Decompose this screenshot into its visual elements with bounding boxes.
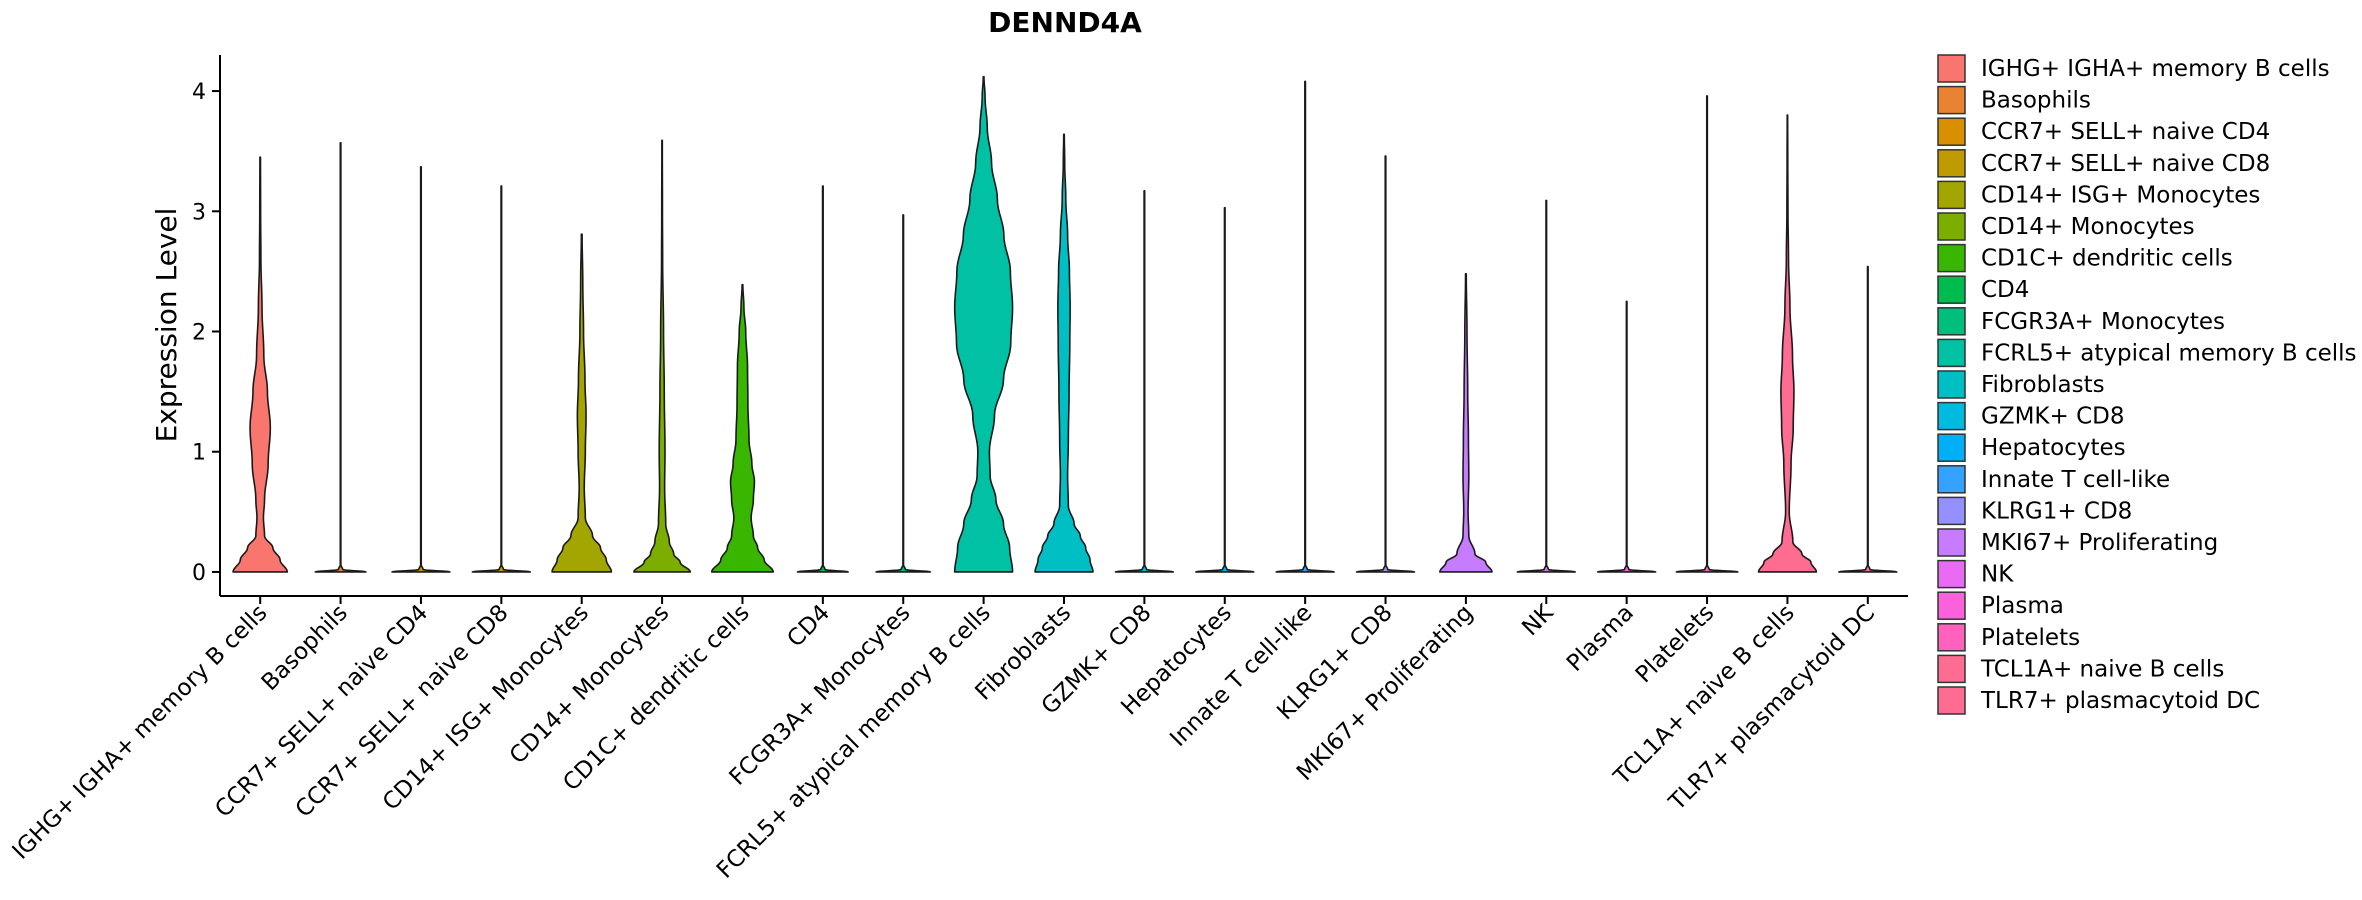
chart-title: DENND4A [988, 6, 1142, 39]
legend-swatch-plasma [1937, 591, 1966, 620]
legend-label-gzmk-cd8: GZMK+ CD8 [1981, 404, 2125, 430]
legend-swatch-cd14-monocytes [1937, 212, 1966, 241]
legend-label-tcl1a-naive-b-cells: TCL1A+ naive B cells [1980, 656, 2224, 682]
axes-layer: 0 1 2 3 4 [192, 55, 1908, 604]
legend-swatch-cd1c-dendritic-cells [1937, 243, 1966, 273]
legend-swatch-fibroblasts [1937, 370, 1966, 399]
legend-swatch-fcgr3a-monocytes [1937, 307, 1966, 336]
x-tick-label-cd4: CD4 [782, 600, 835, 653]
y-tick-label: 2 [192, 321, 206, 346]
legend-swatch-mki67-proliferating [1937, 528, 1966, 557]
legend-swatch-innate-t-cell-like [1937, 465, 1966, 494]
legend-label-cd1c-dendritic-cells: CD1C+ dendritic cells [1981, 246, 2233, 272]
violin-cd4 [796, 185, 849, 573]
legend-label-ighg-igha-memory-b-cells: IGHG+ IGHA+ memory B cells [1981, 56, 2330, 82]
violin-platelets [1675, 95, 1739, 573]
violin-gzmk-cd8 [1114, 190, 1175, 573]
x-tick-labels: IGHG+ IGHA+ memory B cellsBasophilsCCR7+… [8, 599, 1880, 884]
y-tick-label: 4 [192, 80, 206, 105]
legend-swatch-klrg1-cd8 [1937, 496, 1966, 526]
legend-label-fcrl5-atypical-memory-b-cells: FCRL5+ atypical memory B cells [1981, 340, 2357, 366]
legend-swatch-nk [1937, 559, 1966, 589]
violin-tcl1a-naive-b-cells [1757, 114, 1818, 573]
y-tick-label: 3 [192, 200, 206, 225]
violin-nk [1516, 199, 1577, 573]
legend-label-basophils: Basophils [1981, 88, 2091, 114]
legend-label-mki67-proliferating: MKI67+ Proliferating [1981, 530, 2218, 556]
legend-swatch-basophils [1937, 85, 1966, 115]
violin-cd1c-dendritic-cells [710, 283, 775, 573]
legend-swatch-gzmk-cd8 [1937, 401, 1966, 431]
violin-fibroblasts [1034, 133, 1094, 573]
violin-ccr7-sell-naive-cd8 [471, 185, 532, 573]
violin-fcrl5-atypical-memory-b-cells [953, 75, 1014, 573]
legend-label-ccr7-sell-naive-cd8: CCR7+ SELL+ naive CD8 [1981, 151, 2270, 177]
legend-swatch-ccr7-sell-naive-cd4 [1937, 117, 1966, 146]
legend-label-klrg1-cd8: KLRG1+ CD8 [1981, 498, 2132, 524]
legend-label-nk: NK [1981, 562, 2014, 588]
x-tick-label-innate-t-cell-like: Innate T cell-like [1165, 600, 1317, 752]
violin-plasma [1596, 300, 1657, 573]
legend-label-cd14-isg-monocytes: CD14+ ISG+ Monocytes [1981, 182, 2260, 208]
violin-klrg1-cd8 [1355, 155, 1416, 573]
violin-ccr7-sell-naive-cd4 [391, 166, 451, 573]
legend-swatch-ccr7-sell-naive-cd8 [1937, 149, 1966, 178]
x-tick-label-ighg-igha-memory-b-cells: IGHG+ IGHA+ memory B cells [8, 600, 273, 865]
legend-swatch-tlr7-plasmacytoid-dc [1937, 686, 1966, 715]
legend-swatch-cd14-isg-monocytes [1937, 180, 1966, 210]
violin-tlr7-plasmacytoid-dc [1838, 265, 1898, 573]
legend-label-fibroblasts: Fibroblasts [1981, 372, 2105, 398]
legend-swatch-ighg-igha-memory-b-cells [1937, 54, 1966, 83]
legend-label-tlr7-plasmacytoid-dc: TLR7+ plasmacytoid DC [1980, 688, 2260, 714]
x-tick-label-nk: NK [1517, 599, 1559, 641]
violin-hepatocytes [1195, 206, 1255, 573]
violin-fcgr3a-monocytes [875, 214, 932, 573]
legend-label-platelets: Platelets [1981, 625, 2080, 651]
violin-ighg-igha-memory-b-cells [232, 156, 289, 573]
legend-label-plasma: Plasma [1981, 593, 2064, 619]
y-tick-label: 1 [192, 441, 206, 466]
legend: IGHG+ IGHA+ memory B cells Basophils CCR7+… [1937, 54, 2357, 715]
y-axis-title: Expression Level [150, 208, 183, 443]
y-tick-label: 0 [192, 561, 206, 586]
x-tick-label-plasma: Plasma [1562, 600, 1639, 677]
violin-innate-t-cell-like [1275, 80, 1335, 573]
violin-basophils [314, 141, 367, 573]
x-tick-label-cd14-monocytes: CD14+ Monocytes [505, 600, 674, 769]
violin-cd14-monocytes [633, 139, 692, 573]
legend-swatch-fcrl5-atypical-memory-b-cells [1937, 338, 1966, 368]
legend-label-innate-t-cell-like: Innate T cell-like [1981, 467, 2170, 493]
violin-cd14-isg-monocytes [551, 233, 613, 573]
violin-mki67-proliferating [1439, 273, 1493, 573]
legend-label-fcgr3a-monocytes: FCGR3A+ Monocytes [1981, 309, 2225, 335]
violins-layer [232, 75, 1898, 573]
legend-swatch-cd4 [1937, 275, 1966, 304]
legend-label-hepatocytes: Hepatocytes [1981, 435, 2126, 461]
legend-label-cd14-monocytes: CD14+ Monocytes [1981, 214, 2195, 240]
legend-label-ccr7-sell-naive-cd4: CCR7+ SELL+ naive CD4 [1981, 119, 2270, 145]
legend-swatch-platelets [1937, 623, 1966, 652]
legend-swatch-hepatocytes [1937, 433, 1966, 462]
legend-swatch-tcl1a-naive-b-cells [1937, 654, 1966, 684]
legend-label-cd4: CD4 [1981, 277, 2029, 303]
